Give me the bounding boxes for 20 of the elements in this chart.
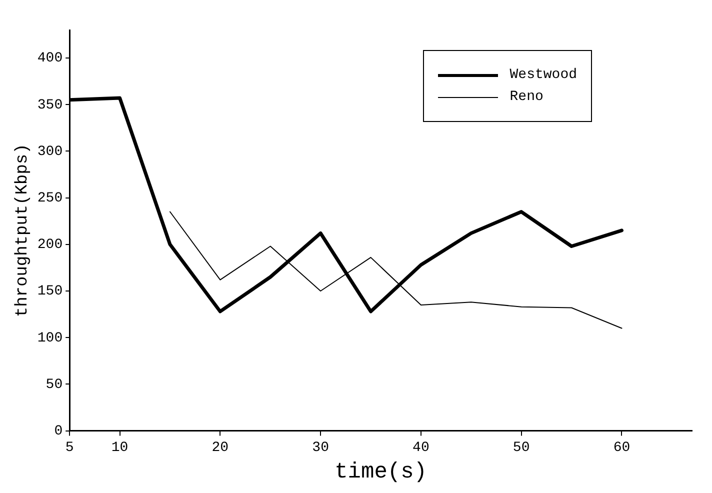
y-tick-label: 250 [37, 190, 63, 206]
y-tick-label: 350 [37, 97, 63, 114]
x-tick-label: 40 [412, 440, 430, 456]
x-tick-label: 20 [212, 440, 229, 456]
y-tick-label: 150 [37, 284, 63, 300]
y-tick-label: 50 [46, 376, 63, 393]
y-axis-title: throughtput(Kbps) [14, 144, 33, 318]
y-tick-label: 100 [37, 330, 63, 346]
x-tick-label: 30 [312, 440, 329, 456]
x-tick-label: 50 [512, 440, 530, 456]
legend-label: Reno [510, 89, 544, 105]
x-tick-label: 60 [613, 440, 630, 456]
y-tick-label: 300 [37, 144, 63, 160]
x-tick-label: 10 [111, 440, 128, 456]
legend-label: Westwood [510, 67, 577, 83]
y-tick-label: 400 [37, 50, 63, 67]
y-tick-label: 200 [37, 237, 63, 254]
y-tick-label: 0 [54, 424, 63, 440]
x-tick-label: 5 [65, 440, 74, 456]
x-axis-title: time(s) [334, 460, 428, 485]
